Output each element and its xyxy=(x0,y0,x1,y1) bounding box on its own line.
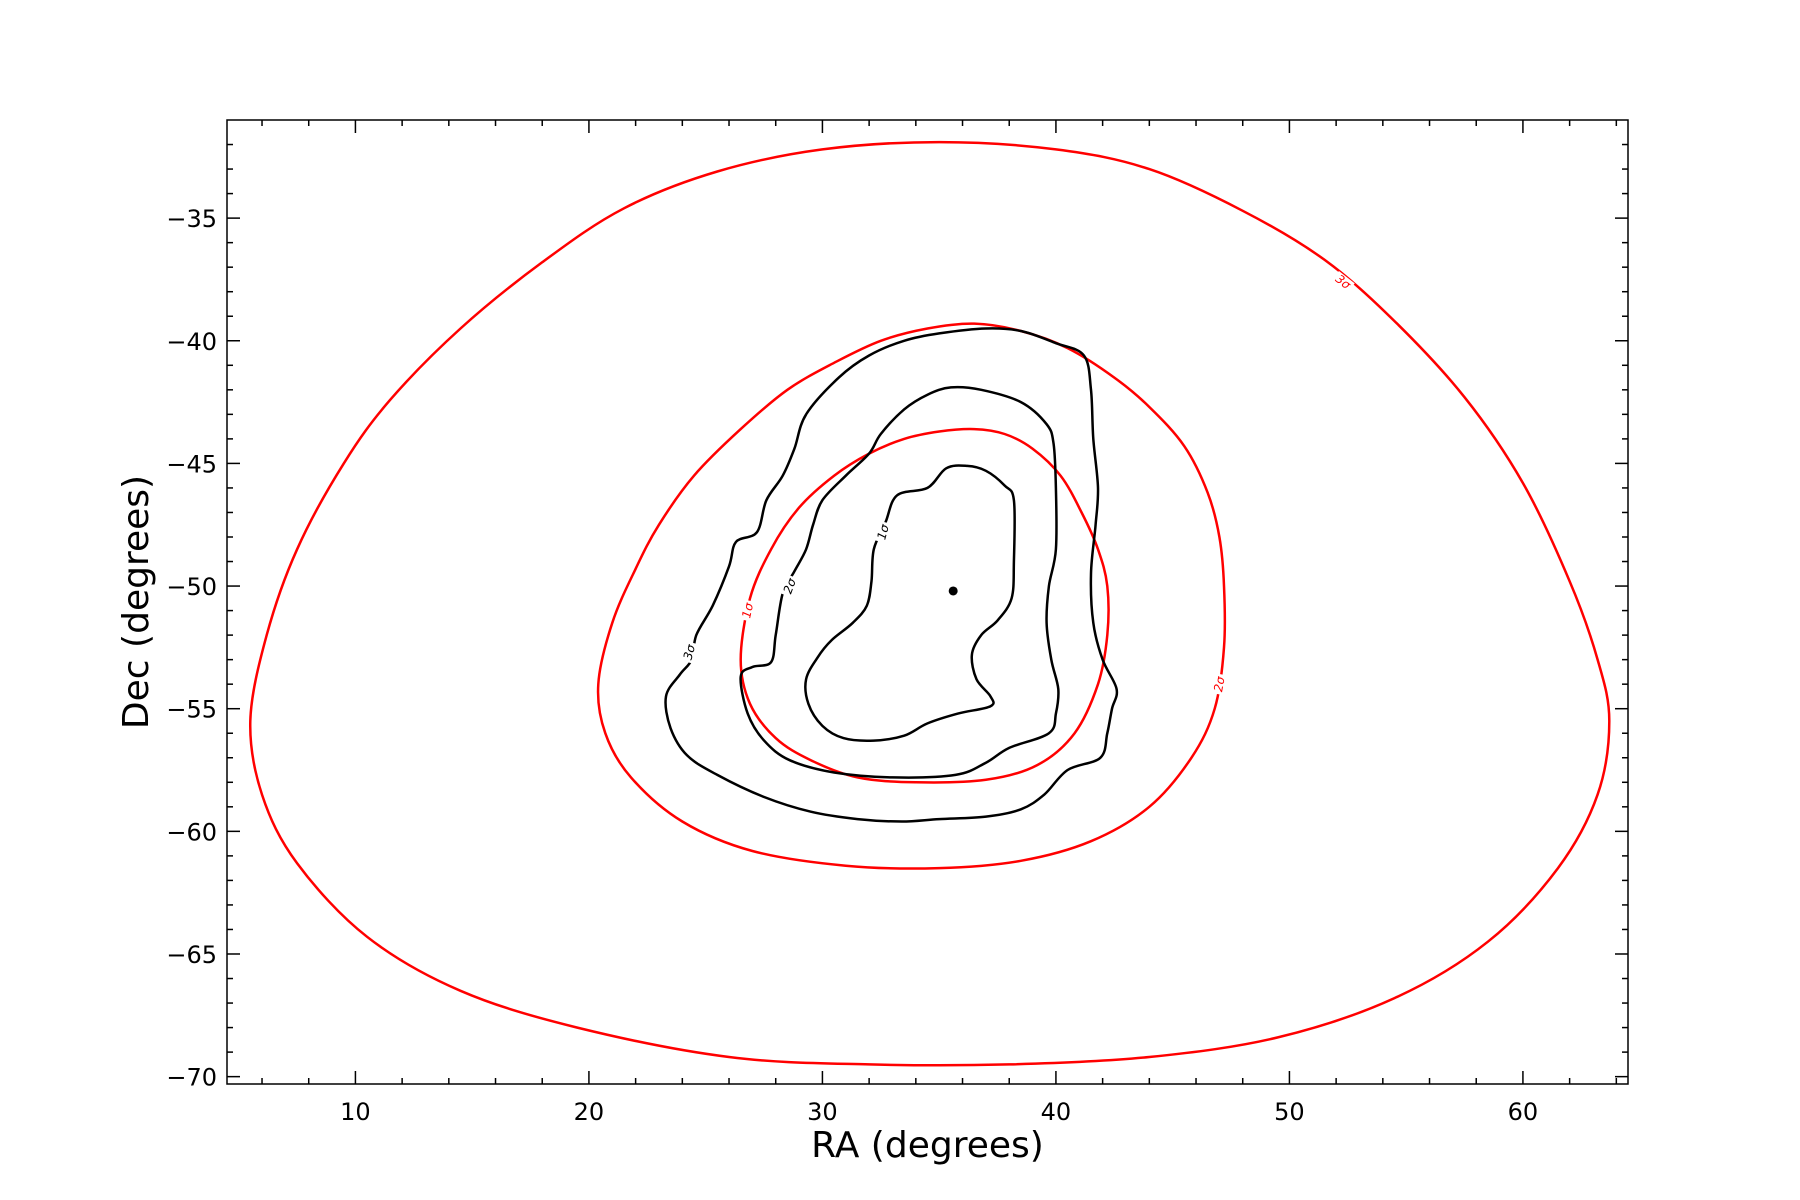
y-tick-label: −70 xyxy=(166,1064,217,1092)
ticks-layer: 10 20 30 40 50 60 −35 −40 −45 −50 −55 −60 −65 −70 xyxy=(166,120,1628,1126)
y-tick-label: −60 xyxy=(166,818,217,846)
contour-label-3: 1σ xyxy=(874,523,892,542)
contour-label-1: 2σ xyxy=(1211,675,1228,693)
y-tick-label: −35 xyxy=(166,205,217,233)
contour-red-0 xyxy=(739,427,1110,784)
contour-label-5: 3σ xyxy=(681,643,699,662)
x-tick-label: 10 xyxy=(340,1098,371,1126)
x-tick-label: 30 xyxy=(807,1098,838,1126)
contour-label-bg-5 xyxy=(680,641,698,664)
y-tick-label: −50 xyxy=(166,573,217,601)
y-tick-label: −40 xyxy=(166,328,217,356)
contour-label-0: 1σ xyxy=(739,601,756,619)
contour-black-5 xyxy=(664,327,1119,823)
center-marker xyxy=(948,586,958,596)
contour-red-2 xyxy=(249,140,1611,1067)
contour-black-3 xyxy=(804,464,1016,742)
x-tick-label: 40 xyxy=(1041,1098,1072,1126)
plot-frame xyxy=(226,119,1629,1085)
contour-label-bg-2 xyxy=(1331,271,1355,293)
contour-black-4 xyxy=(739,385,1060,779)
y-axis-label: Dec (degrees) xyxy=(116,475,157,729)
y-tick-label: −45 xyxy=(166,450,217,478)
contour-label-4: 2σ xyxy=(781,576,800,595)
contour-label-bg-3 xyxy=(874,520,892,544)
y-tick-label: −55 xyxy=(166,696,217,724)
x-axis-label: RA (degrees) xyxy=(811,1125,1044,1166)
x-tick-label: 60 xyxy=(1508,1098,1539,1126)
contour-label-bg-0 xyxy=(739,599,756,622)
contours-layer xyxy=(249,140,1611,1067)
y-tick-label: −65 xyxy=(166,941,217,969)
x-tick-label: 20 xyxy=(574,1098,605,1126)
contour-labels-layer: 1σ 2σ 3σ 1σ 2σ 3σ xyxy=(680,271,1355,696)
contour-label-bg-1 xyxy=(1211,673,1228,696)
x-tick-label: 50 xyxy=(1274,1098,1305,1126)
contour-label-bg-4 xyxy=(780,574,799,598)
contour-red-1 xyxy=(596,322,1227,870)
contour-label-2: 3σ xyxy=(1333,272,1354,293)
